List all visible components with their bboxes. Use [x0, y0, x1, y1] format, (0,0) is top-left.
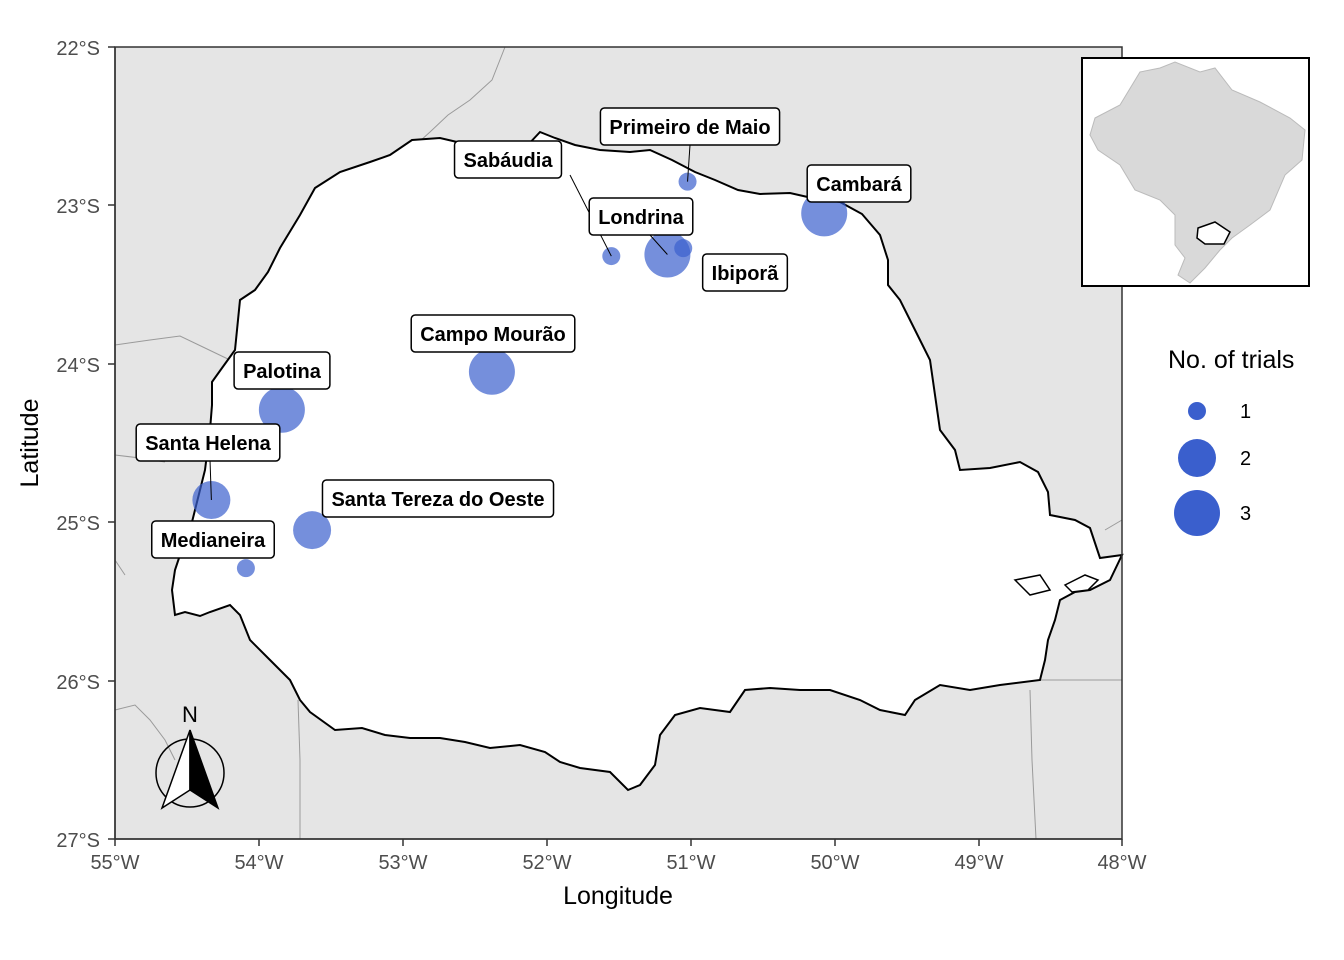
- north-label: N: [182, 702, 198, 727]
- city-label-background: [135, 423, 281, 462]
- city-label-background: [453, 140, 563, 179]
- x-tick-label: 50°W: [810, 852, 859, 874]
- city-label-background: [151, 520, 275, 559]
- trial-point: [674, 239, 693, 258]
- city-label: Santa Helena: [145, 433, 271, 455]
- y-tick-label: 27°S: [56, 830, 100, 852]
- city-label-background: [410, 314, 576, 353]
- y-tick-label: 26°S: [56, 672, 100, 694]
- city-label-background: [321, 479, 555, 518]
- city-label: Sabáudia: [464, 150, 554, 172]
- x-tick-label: 53°W: [378, 852, 427, 874]
- y-tick-label: 24°S: [56, 355, 100, 377]
- legend-size-key: [1178, 439, 1216, 477]
- north-arrow-right-icon: [189, 729, 220, 810]
- label-leader-line: [209, 459, 212, 501]
- x-axis-title: Longitude: [563, 882, 673, 910]
- legend-size-key: [1174, 490, 1220, 536]
- brazil-shape: [1089, 61, 1306, 284]
- city-label: Santa Tereza do Oeste: [331, 489, 544, 511]
- y-axis: [108, 46, 116, 840]
- y-tick-label: 25°S: [56, 513, 100, 535]
- x-tick-label: 54°W: [234, 852, 283, 874]
- city-label: Cambará: [816, 174, 902, 196]
- legend-size-label: 2: [1240, 448, 1251, 470]
- legend-size-label: 3: [1240, 503, 1251, 525]
- legend-size-key: [1188, 402, 1206, 420]
- paraná-state-shape: [170, 130, 1124, 792]
- city-label-background: [599, 107, 781, 146]
- city-label-box: Santa Helena: [135, 423, 281, 462]
- x-tick-label: 52°W: [522, 852, 571, 874]
- y-axis-title: Latitude: [16, 399, 44, 488]
- city-label: Medianeira: [161, 530, 266, 552]
- x-tick-label: 55°W: [90, 852, 139, 874]
- x-tick-label: 49°W: [954, 852, 1003, 874]
- city-label: Primeiro de Maio: [609, 117, 770, 139]
- coastal-islands: [1013, 574, 1100, 596]
- city-label: Londrina: [598, 207, 684, 229]
- city-label-box: Santa Tereza do Oeste: [321, 479, 555, 518]
- paraná-highlight: [1196, 221, 1231, 245]
- city-label: Ibiporã: [712, 263, 780, 285]
- trial-point: [293, 511, 332, 550]
- city-label-box: Ibiporã: [701, 253, 789, 292]
- panel-border: [114, 46, 1123, 840]
- label-leader-line: [687, 144, 691, 182]
- city-label-background: [701, 253, 789, 292]
- x-tick-label: 48°W: [1097, 852, 1146, 874]
- city-label: Palotina: [243, 361, 322, 383]
- y-tick-label: 23°S: [56, 196, 100, 218]
- trial-point: [236, 559, 255, 578]
- city-label-box: Medianeira: [151, 520, 275, 559]
- trial-point: [258, 386, 305, 433]
- city-label-box: Londrina: [588, 197, 694, 236]
- brazil-inset-map: [1081, 57, 1310, 287]
- trial-point: [468, 348, 515, 395]
- city-label-background: [806, 164, 912, 203]
- city-label-box: Sabáudia: [453, 140, 563, 179]
- x-axis: [114, 838, 1123, 846]
- size-legend: No. of trials 1 2 3: [1168, 346, 1294, 536]
- north-arrow: N: [155, 702, 225, 810]
- city-label-box: Cambará: [806, 164, 912, 203]
- legend-title: No. of trials: [1168, 346, 1294, 374]
- x-tick-label: 51°W: [666, 852, 715, 874]
- legend-size-label: 1: [1240, 401, 1251, 423]
- city-label-box: Primeiro de Maio: [599, 107, 781, 146]
- city-label-box: Palotina: [233, 351, 331, 390]
- city-label-box: Campo Mourão: [410, 314, 576, 353]
- city-label-background: [233, 351, 331, 390]
- city-label-background: [588, 197, 694, 236]
- y-tick-label: 22°S: [56, 38, 100, 60]
- label-leader-line: [649, 234, 668, 255]
- city-labels: Primeiro de Maio Sabáudia Cambará Londrina I…: [135, 107, 912, 559]
- city-label: Campo Mourão: [420, 324, 566, 346]
